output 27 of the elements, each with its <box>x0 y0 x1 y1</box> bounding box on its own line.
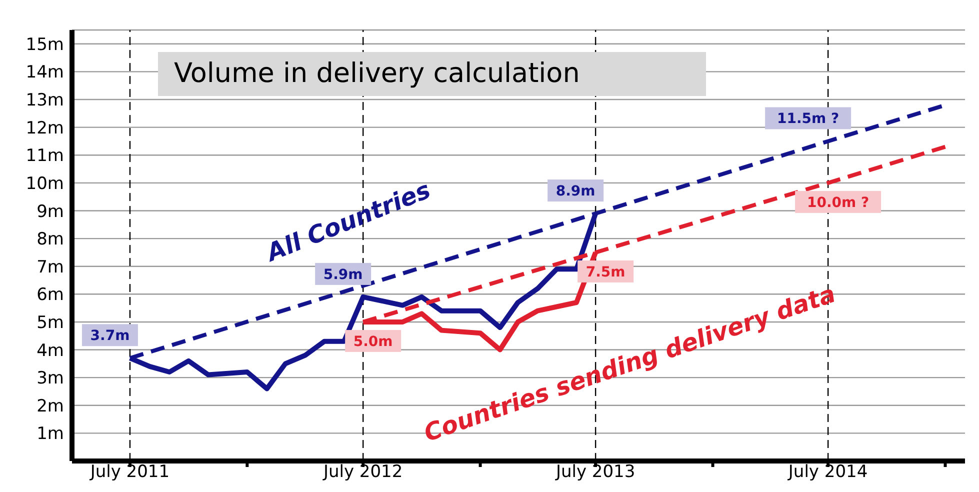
data-label: 11.5m ? <box>776 111 840 128</box>
y-tick-label: 7m <box>36 257 64 278</box>
x-tick-label: July 2014 <box>787 462 868 482</box>
x-tick-label: July 2011 <box>89 462 170 482</box>
y-tick-label: 14m <box>26 62 64 83</box>
y-tick-label: 1m <box>36 424 64 444</box>
y-tick-label: 3m <box>36 368 64 389</box>
y-tick-label: 2m <box>36 396 64 416</box>
y-tick-label: 13m <box>26 90 64 111</box>
y-tick-label: 10m <box>26 174 64 194</box>
y-tick-label: 5m <box>36 313 64 334</box>
data-label: 5.0m <box>353 334 393 350</box>
data-label: 5.9m <box>323 266 363 283</box>
data-label: 3.7m <box>90 328 130 344</box>
data-label: 7.5m <box>586 264 626 280</box>
data-label: 8.9m <box>556 184 596 200</box>
y-tick-label: 6m <box>36 285 64 306</box>
y-tick-label: 12m <box>26 118 64 138</box>
data-label: 10.0m ? <box>806 194 870 211</box>
x-tick-label: July 2012 <box>322 462 403 482</box>
y-tick-label: 9m <box>36 202 64 222</box>
y-tick-label: 11m <box>26 146 64 166</box>
y-tick-label: 8m <box>36 230 64 250</box>
text: Volume in delivery calculation <box>174 57 580 91</box>
x-tick-label: July 2013 <box>554 462 636 482</box>
y-tick-label: 15m <box>26 34 64 55</box>
y-tick-label: 4m <box>36 340 64 361</box>
